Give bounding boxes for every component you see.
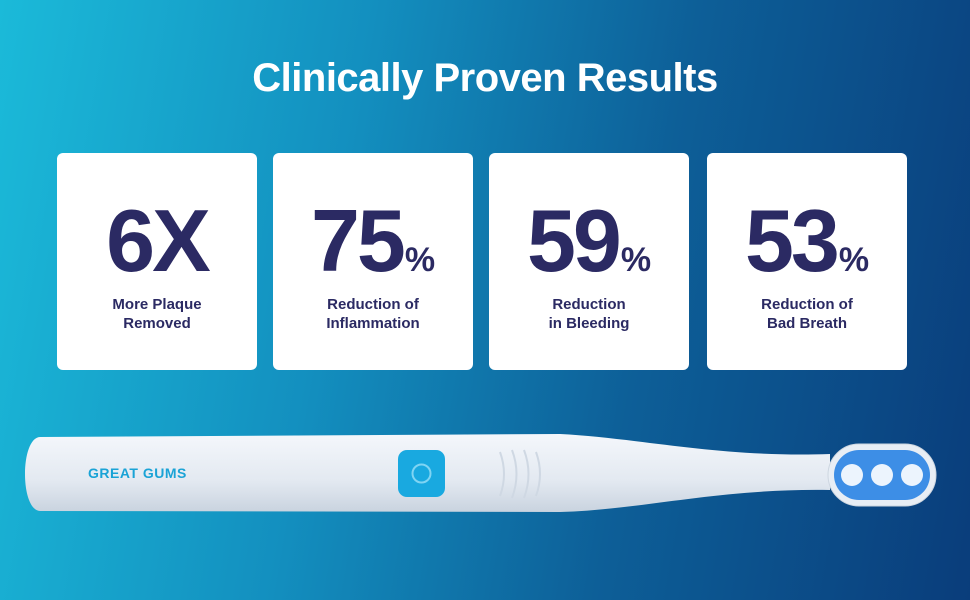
stat-label: Reduction of Inflammation: [273, 295, 473, 333]
stat: 59%: [489, 197, 689, 285]
stat-card: 6X More Plaque Removed: [57, 153, 257, 370]
stat-unit: %: [620, 241, 652, 279]
grip-ridges: [499, 449, 541, 499]
bristle-tuft: [841, 464, 863, 486]
stat-label-line: Bad Breath: [766, 315, 848, 332]
stat-label-line: Reduction of: [327, 296, 419, 313]
stat-card: 53% Reduction of Bad Breath: [707, 153, 907, 370]
bristle-tuft: [901, 464, 923, 486]
stat-label-line: in Bleeding: [548, 315, 630, 332]
stat-value: 75: [310, 191, 406, 290]
stat-label-line: Removed: [123, 315, 191, 332]
power-button: [398, 450, 445, 497]
toothbrush: GREAT GUMS: [25, 434, 937, 512]
stat-label-line: Reduction: [552, 296, 626, 313]
stat-label-line: More Plaque: [112, 296, 202, 313]
stat: 53%: [707, 197, 907, 285]
stat-label: Reduction of Bad Breath: [707, 295, 907, 333]
stat-value: 6X: [106, 191, 211, 290]
stat-label-line: Reduction of: [761, 296, 853, 313]
stat-value: 53: [744, 191, 840, 290]
title: Clinically Proven Results: [252, 56, 718, 100]
stat-label: More Plaque Removed: [57, 295, 257, 333]
stat-label-line: Inflammation: [326, 315, 420, 332]
stat: 75%: [273, 197, 473, 285]
stat-unit: %: [838, 241, 870, 279]
button-ring: [411, 463, 432, 484]
brand-label: GREAT GUMS: [88, 465, 187, 481]
stat: 6X: [57, 197, 257, 285]
stat-card: 59% Reduction in Bleeding: [489, 153, 689, 370]
stat-card: 75% Reduction of Inflammation: [273, 153, 473, 370]
stat-label: Reduction in Bleeding: [489, 295, 689, 333]
bristle-tuft: [871, 464, 893, 486]
stat-unit: %: [404, 241, 436, 279]
stat-value: 59: [526, 191, 622, 290]
